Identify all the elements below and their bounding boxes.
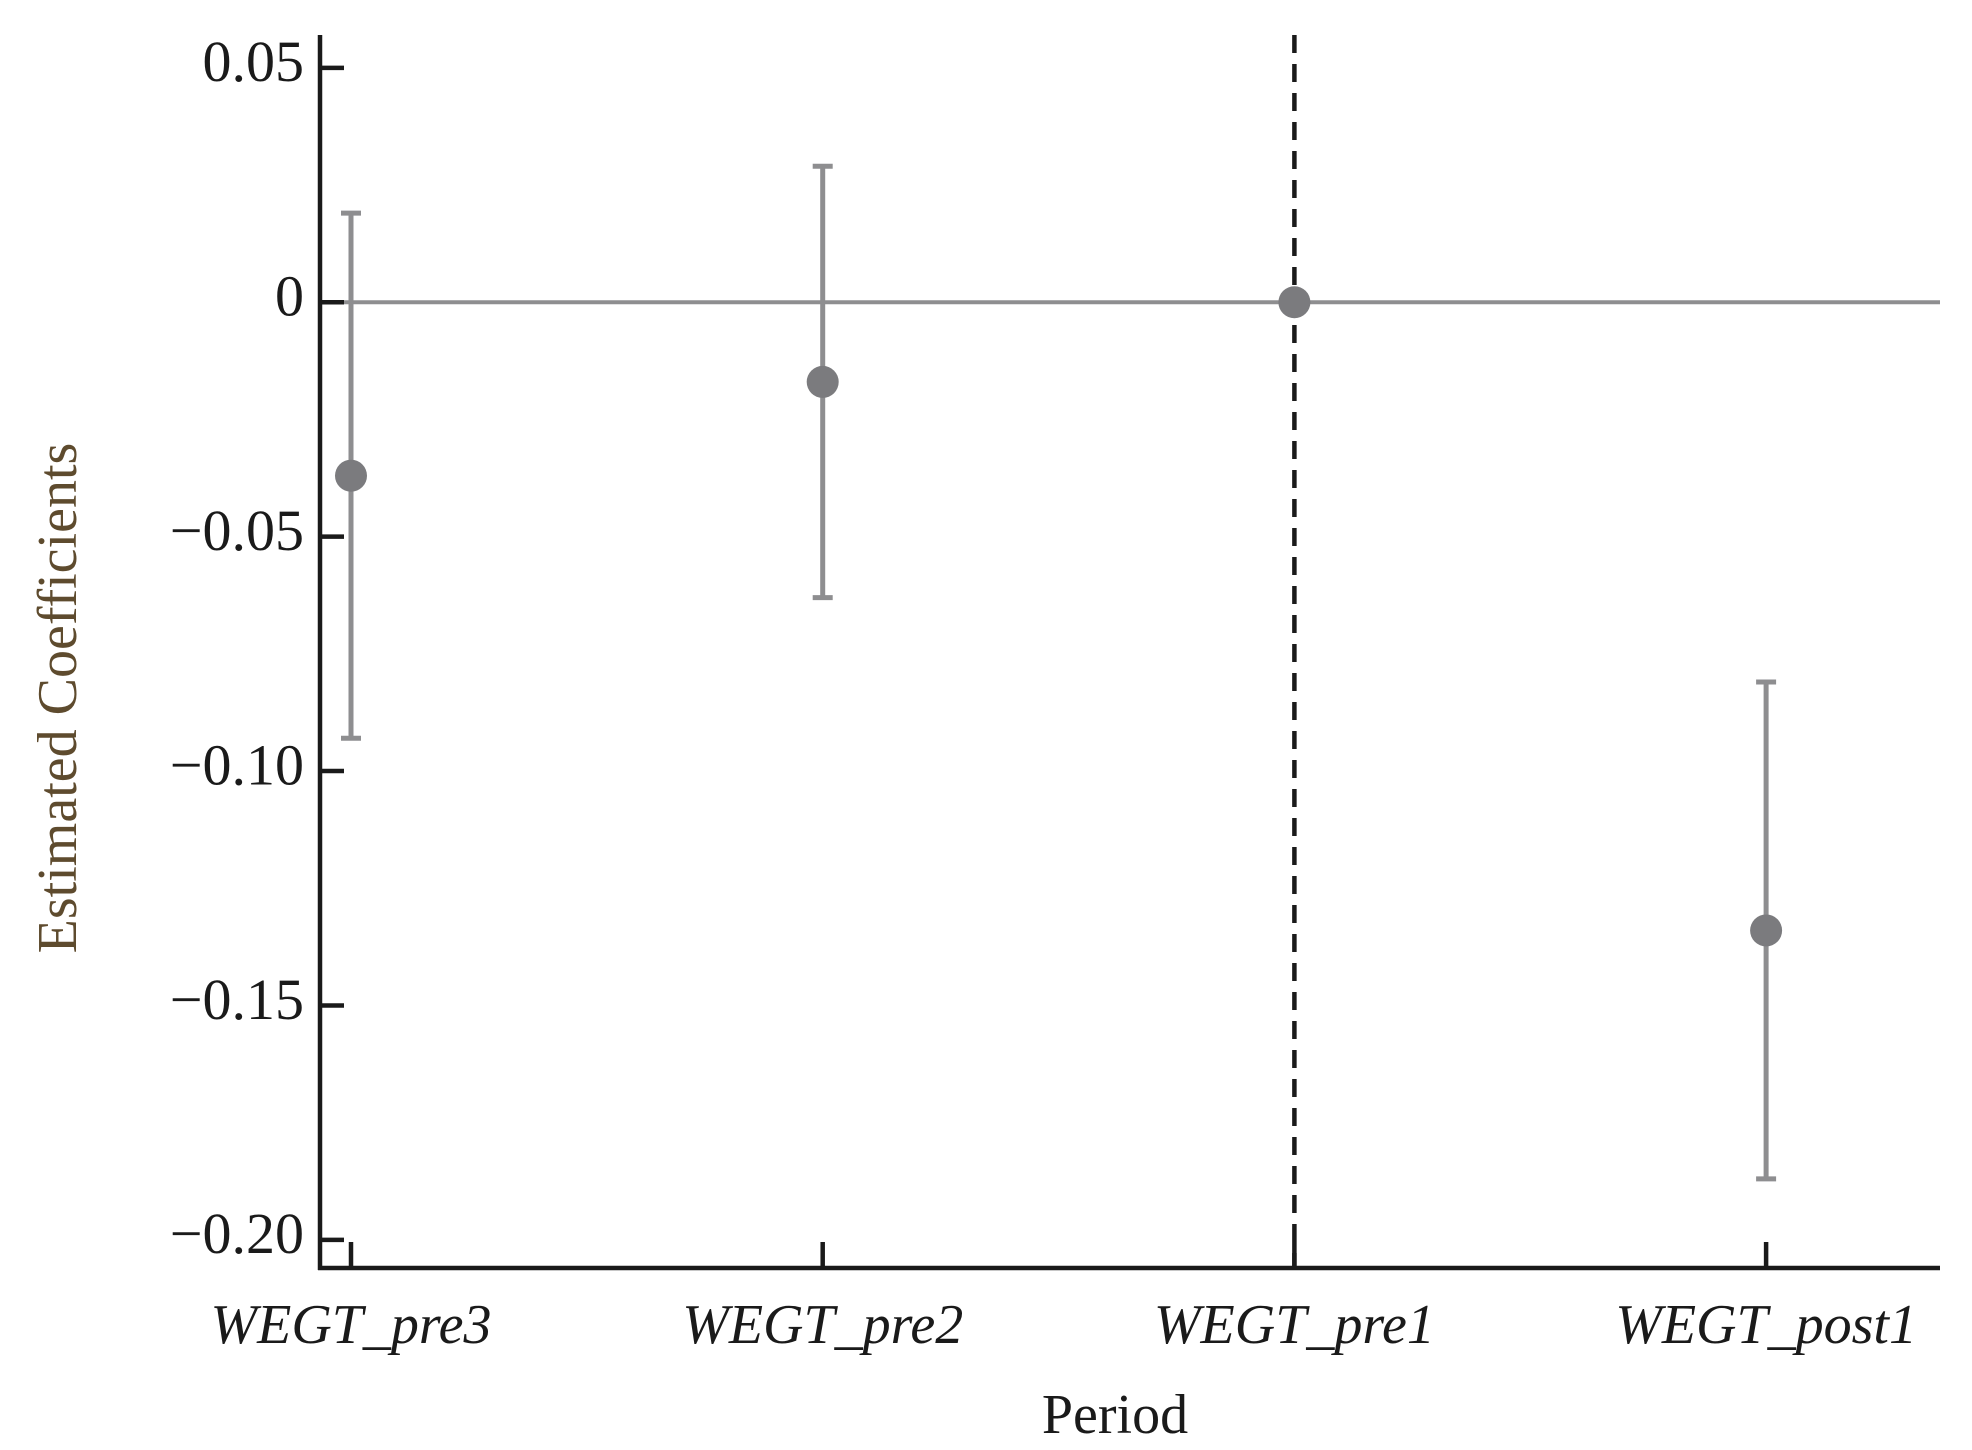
x-tick-label: WEGT_pre3	[210, 1294, 491, 1356]
x-tick-label: WEGT_pre2	[682, 1294, 963, 1356]
y-tick-label: −0.10	[170, 732, 304, 797]
y-axis-label: Estimated Coefficients	[27, 443, 89, 954]
x-tick-label: WEGT_post1	[1615, 1294, 1917, 1356]
point	[1278, 286, 1311, 319]
y-tick-label: −0.15	[170, 967, 304, 1032]
x-axis-label: Period	[1042, 1384, 1188, 1446]
y-tick-label: 0	[275, 264, 304, 329]
point	[335, 459, 367, 492]
point	[806, 365, 839, 398]
x-tick-label: WEGT_pre1	[1154, 1294, 1435, 1356]
y-tick-label: 0.05	[203, 29, 305, 94]
point	[1750, 914, 1783, 947]
y-tick-label: −0.20	[170, 1201, 304, 1266]
y-tick-label: −0.05	[170, 498, 304, 563]
